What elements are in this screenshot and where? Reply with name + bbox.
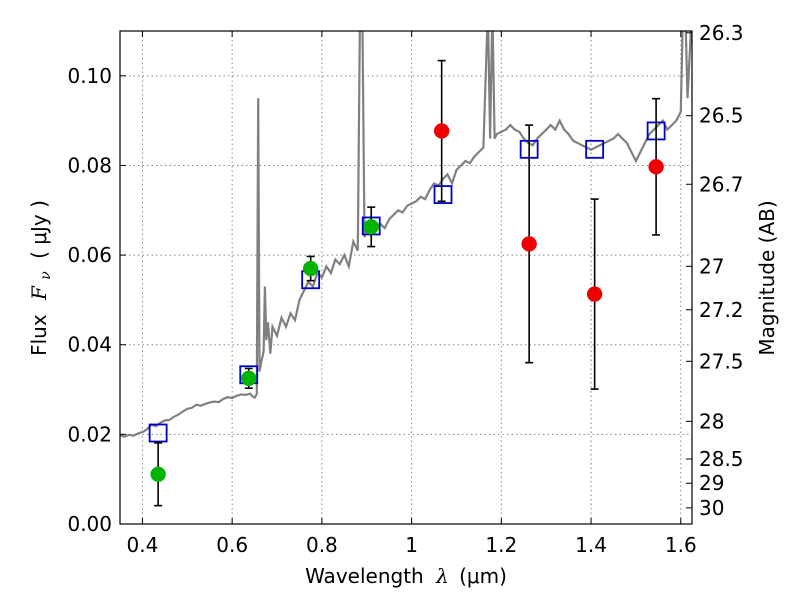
- magnitude-tick-label: 26.3: [699, 21, 744, 45]
- y-tick-label: 0.02: [67, 422, 112, 446]
- magnitude-tick-label: 29: [699, 471, 724, 495]
- x-tick-label: 0.6: [216, 533, 248, 557]
- y-axis-ticks: 0.00 0.02 0.04 0.06 0.08 0.10: [67, 64, 126, 536]
- model-spectrum-line: [120, 31, 692, 438]
- model-square-marker: [433, 185, 453, 204]
- magnitude-tick-label: 30: [699, 496, 724, 520]
- magnitude-tick-label: 28.5: [699, 447, 744, 471]
- y-tick-label: 0.00: [67, 512, 112, 536]
- x-tick-label: 1.6: [665, 533, 697, 557]
- x-axis-title: Wavelength λ (μm): [305, 564, 507, 588]
- green-data-point: [150, 466, 166, 483]
- magnitude-tick-label: 27.5: [699, 349, 744, 373]
- green-data-point: [363, 219, 379, 235]
- x-tick-label: 1.4: [575, 533, 607, 557]
- plot-frame: [119, 30, 693, 525]
- error-bars: [154, 59, 661, 507]
- red-data-point: [521, 236, 537, 252]
- magnitude-tick-label: 26.7: [699, 172, 744, 196]
- observed-photometry-series: [150, 123, 664, 483]
- magnitude-tick-label: 26.5: [699, 104, 744, 128]
- y-axis-title: Flux F ν ( μJy ): [27, 200, 55, 356]
- x-tick-label: 0.4: [127, 533, 159, 557]
- red-data-point: [586, 286, 603, 302]
- model-square-marker: [585, 139, 605, 159]
- grid: [120, 31, 692, 525]
- x-tick-label: 0.8: [306, 533, 338, 557]
- green-data-point: [302, 260, 319, 277]
- magnitude-tick-label: 27: [699, 254, 724, 278]
- y-tick-label: 0.04: [67, 333, 112, 357]
- x-tick-label: 1: [405, 533, 418, 557]
- y-tick-label: 0.06: [67, 243, 112, 267]
- model-photometry-series: [148, 121, 666, 443]
- magnitude-tick-label: 28: [699, 409, 724, 433]
- red-data-point: [648, 159, 664, 175]
- x-axis-ticks: 0.4 0.6 0.8 1 1.2 1.4 1.6: [127, 31, 697, 557]
- magnitude-tick-label: 27.2: [699, 298, 744, 322]
- y-tick-label: 0.10: [67, 64, 112, 88]
- x-tick-label: 1.2: [485, 533, 517, 557]
- green-data-point: [241, 370, 257, 387]
- magnitude-axis-title: Magnitude (AB): [755, 200, 779, 355]
- y-tick-label: 0.08: [67, 153, 112, 177]
- model-square-marker: [148, 423, 168, 443]
- red-data-point: [433, 123, 450, 139]
